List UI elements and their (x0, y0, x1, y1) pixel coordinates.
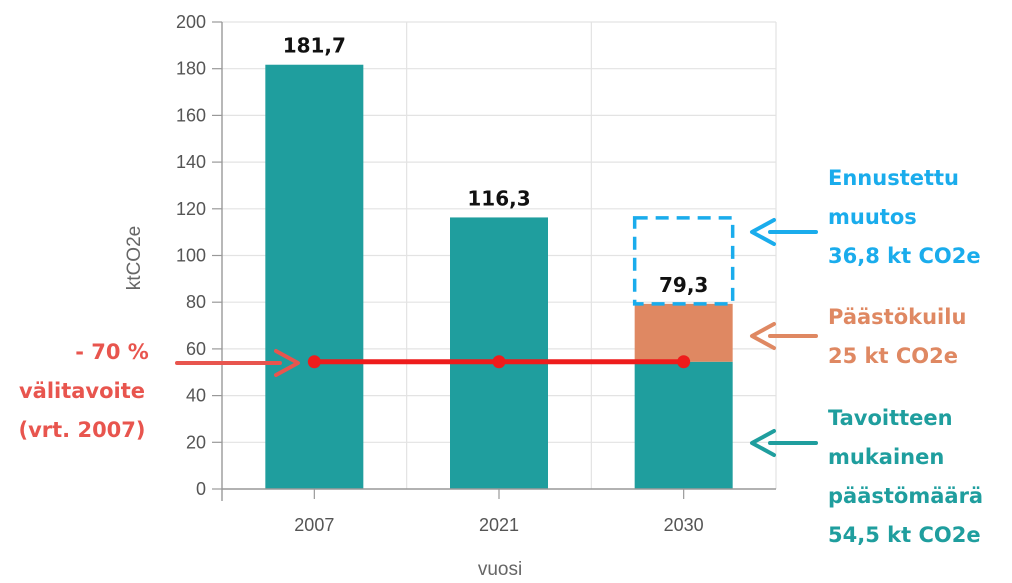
x-tick-label: 2007 (294, 515, 334, 535)
y-tick-label: 0 (196, 479, 206, 499)
forecast-box (632, 216, 735, 306)
target-annotation-line-3: päästömäärä (828, 484, 983, 508)
bar-2030-target (634, 361, 733, 489)
y-tick-label: 160 (176, 105, 206, 125)
gap-annotation-line-2: 25 kt CO2e (828, 344, 958, 368)
y-tick-label: 20 (186, 432, 206, 452)
forecast-arrow (750, 218, 818, 246)
x-tick-label: 2021 (479, 515, 519, 535)
target-point (677, 355, 691, 369)
target-annotation-line-2: mukainen (828, 445, 944, 469)
annotation-arrows (175, 218, 818, 457)
gap-annotation-line-1: Päästökuilu (828, 305, 966, 329)
target-annotation-line-4: 54,5 kt CO2e (828, 523, 981, 547)
y-tick-label: 100 (176, 246, 206, 266)
left-annotation: - 70 % välitavoite (vrt. 2007) (18, 340, 148, 442)
target-point (492, 355, 506, 369)
gap-arrow-head (750, 322, 776, 350)
target-line (307, 355, 691, 369)
x-tick-label: 2030 (664, 515, 704, 535)
target-arrow (750, 429, 818, 457)
y-tick-label: 60 (186, 339, 206, 359)
bar-2030-gap (634, 303, 733, 362)
left-annotation-line-2: välitavoite (19, 379, 145, 403)
value-label: 79,3 (659, 273, 708, 297)
y-tick-label: 180 (176, 59, 206, 79)
x-ticks: 2007 2021 2030 (294, 489, 704, 535)
forecast-annotation-line-1: Ennustettu (828, 166, 959, 190)
target-arrow-head (750, 429, 776, 457)
bars (265, 64, 735, 489)
x-axis-title: vuosi (478, 559, 522, 580)
y-tick-label: 200 (176, 12, 206, 32)
value-label: 181,7 (283, 34, 346, 58)
left-annotation-line-3: (vrt. 2007) (18, 418, 145, 442)
target-annotation-line-1: Tavoitteen (828, 406, 953, 430)
target-annotation: Tavoitteen mukainen päästömäärä 54,5 kt … (828, 406, 983, 547)
gap-arrow (750, 322, 818, 350)
y-tick-label: 140 (176, 152, 206, 172)
target-point (307, 355, 321, 369)
y-ticks: 0 20 40 60 80 100 120 140 160 180 200 (176, 12, 222, 499)
bar-2021 (450, 217, 548, 489)
y-tick-label: 120 (176, 199, 206, 219)
left-annotation-line-1: - 70 % (75, 340, 149, 364)
y-axis-title: ktCO2e (124, 226, 145, 290)
y-tick-label: 40 (186, 386, 206, 406)
forecast-annotation: Ennustettu muutos 36,8 kt CO2e (828, 166, 981, 268)
value-labels: 181,7 116,3 79,3 (283, 34, 709, 297)
bar-2007 (265, 64, 364, 489)
forecast-arrow-head (750, 218, 776, 246)
gap-annotation: Päästökuilu 25 kt CO2e (828, 305, 966, 368)
forecast-annotation-line-3: 36,8 kt CO2e (828, 244, 981, 268)
left-arrow (175, 349, 300, 377)
value-label: 116,3 (467, 186, 530, 210)
y-tick-label: 80 (186, 292, 206, 312)
forecast-annotation-line-2: muutos (828, 205, 917, 229)
left-arrow-head (274, 349, 300, 377)
